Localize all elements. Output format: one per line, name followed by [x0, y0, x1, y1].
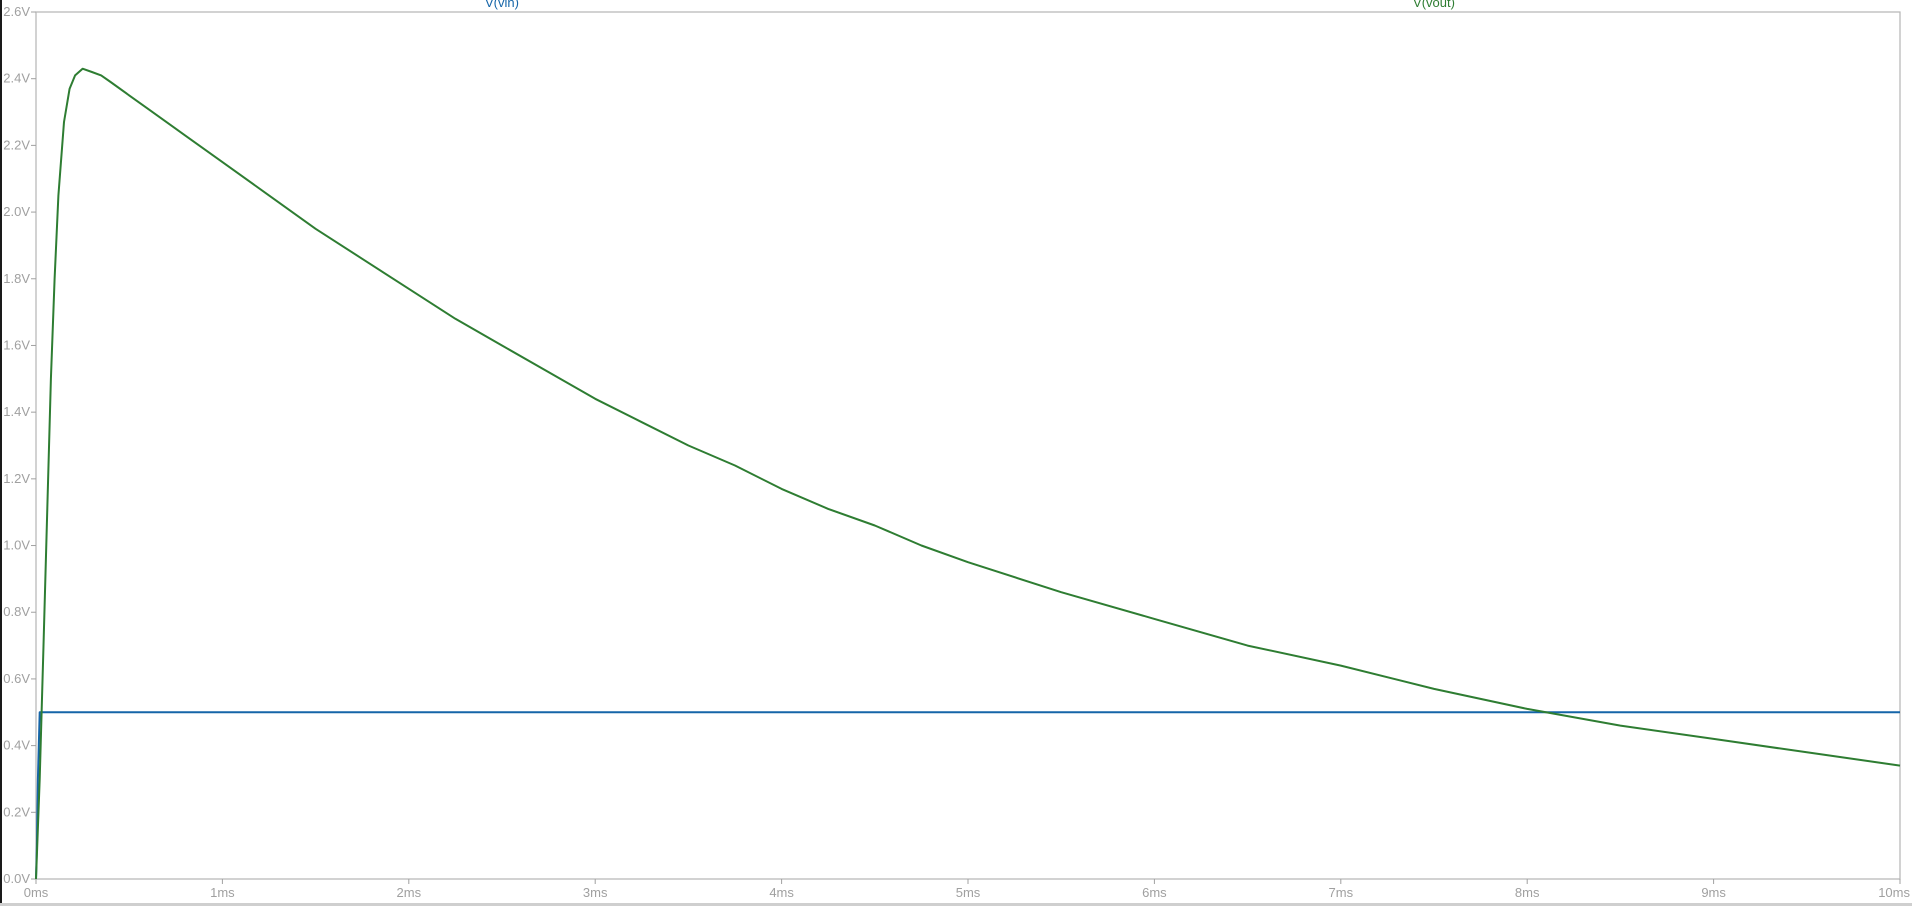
window-left-edge — [0, 0, 2, 906]
y-tick-label: 0.2V — [3, 804, 30, 819]
x-tick-label: 9ms — [1701, 885, 1726, 900]
trace-v-vin — [35, 711, 1900, 880]
y-tick-label: 0.6V — [3, 671, 30, 686]
y-tick-label: 0.0V — [3, 871, 30, 886]
x-tick-label: 7ms — [1329, 885, 1354, 900]
trace-labels: V(vin) V(vout) — [485, 0, 1455, 10]
axes: 0.0V 0.2V 0.4V 0.6V 0.8V 1.0V 1.2V 1.4V 1.6V 1.8V… — [3, 4, 1910, 900]
plot-area-border — [35, 11, 1901, 880]
y-tick-label: 0.8V — [3, 604, 30, 619]
x-tick-label: 5ms — [956, 885, 981, 900]
y-tick-label: 2.2V — [3, 137, 30, 152]
x-tick-label: 8ms — [1515, 885, 1540, 900]
y-tick-label: 0.4V — [3, 738, 30, 753]
y-tick-label: 2.0V — [3, 204, 30, 219]
window-bottom-edge — [0, 903, 1912, 906]
y-tick-label: 1.0V — [3, 538, 30, 553]
y-tick-label: 1.6V — [3, 337, 30, 352]
plot-frame — [35, 11, 1901, 880]
y-tick-label: 2.6V — [3, 4, 30, 19]
x-tick-label: 2ms — [397, 885, 422, 900]
trace-label: V(vin) — [485, 0, 519, 10]
x-tick-label: 3ms — [583, 885, 608, 900]
y-tick-label: 1.2V — [3, 471, 30, 486]
y-tick-label: 1.4V — [3, 404, 30, 419]
y-tick-label: 1.8V — [3, 271, 30, 286]
traces — [35, 67, 1901, 880]
trace-v-vout — [35, 67, 1901, 880]
x-tick-label: 0ms — [24, 885, 49, 900]
x-tick-label: 10ms — [1878, 885, 1910, 900]
x-tick-label: 1ms — [210, 885, 235, 900]
trace-label: V(vout) — [1413, 0, 1455, 10]
x-tick-label: 6ms — [1142, 885, 1167, 900]
y-tick-label: 2.4V — [3, 71, 30, 86]
x-tick-label: 4ms — [769, 885, 794, 900]
